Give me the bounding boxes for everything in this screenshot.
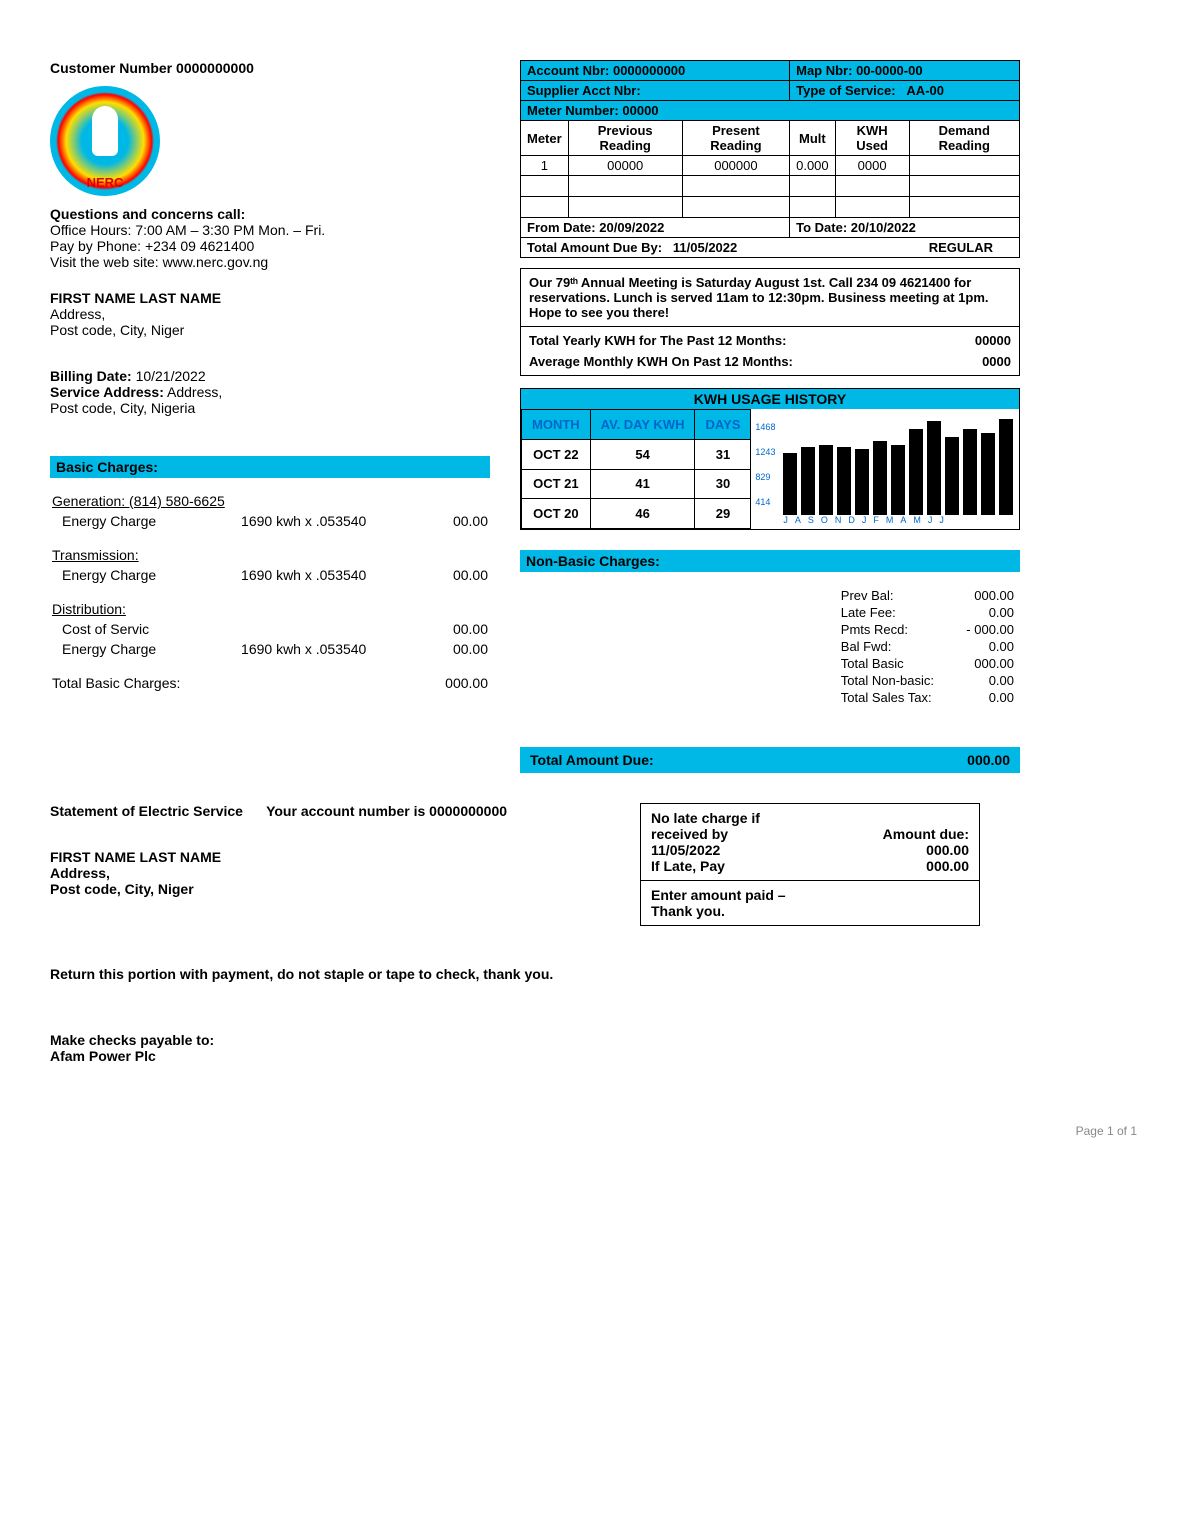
billing-info: Billing Date: 10/21/2022 Service Address…: [50, 368, 490, 416]
total-amount-due: Total Amount Due: 000.00: [520, 747, 1020, 773]
return-instruction: Return this portion with payment, do not…: [50, 966, 1137, 982]
basic-charges-table: Generation: (814) 580-6625 Energy Charge…: [50, 490, 490, 694]
usage-chart: 1468 1243 829 414 JASONDJFMAMJJ: [751, 409, 1019, 529]
customer-number: Customer Number 0000000000: [50, 60, 490, 76]
account-table: Account Nbr: 0000000000 Map Nbr: 00-0000…: [520, 60, 1020, 258]
nerc-logo: [50, 86, 160, 196]
customer-address: FIRST NAME LAST NAME Address, Post code,…: [50, 290, 490, 338]
usage-history: KWH USAGE HISTORY MONTHAV. DAY KWHDAYS O…: [520, 388, 1020, 530]
basic-charges-header: Basic Charges:: [50, 456, 490, 478]
payment-box: No late charge if received byAmount due:…: [640, 803, 980, 926]
notice-box: Our 79ᵗʰ Annual Meeting is Saturday Augu…: [520, 268, 1020, 376]
summary-table: Prev Bal:000.00Late Fee:0.00Pmts Recd:- …: [835, 586, 1020, 707]
contact-block: Questions and concerns call: Office Hour…: [50, 206, 490, 270]
stub-address: FIRST NAME LAST NAME Address, Post code,…: [50, 849, 610, 897]
page-footer: Page 1 of 1: [50, 1124, 1137, 1138]
statement-line: Statement of Electric Service Your accou…: [50, 803, 610, 819]
payable-to: Make checks payable to: Afam Power Plc: [50, 1032, 1137, 1064]
nonbasic-header: Non-Basic Charges:: [520, 550, 1020, 572]
